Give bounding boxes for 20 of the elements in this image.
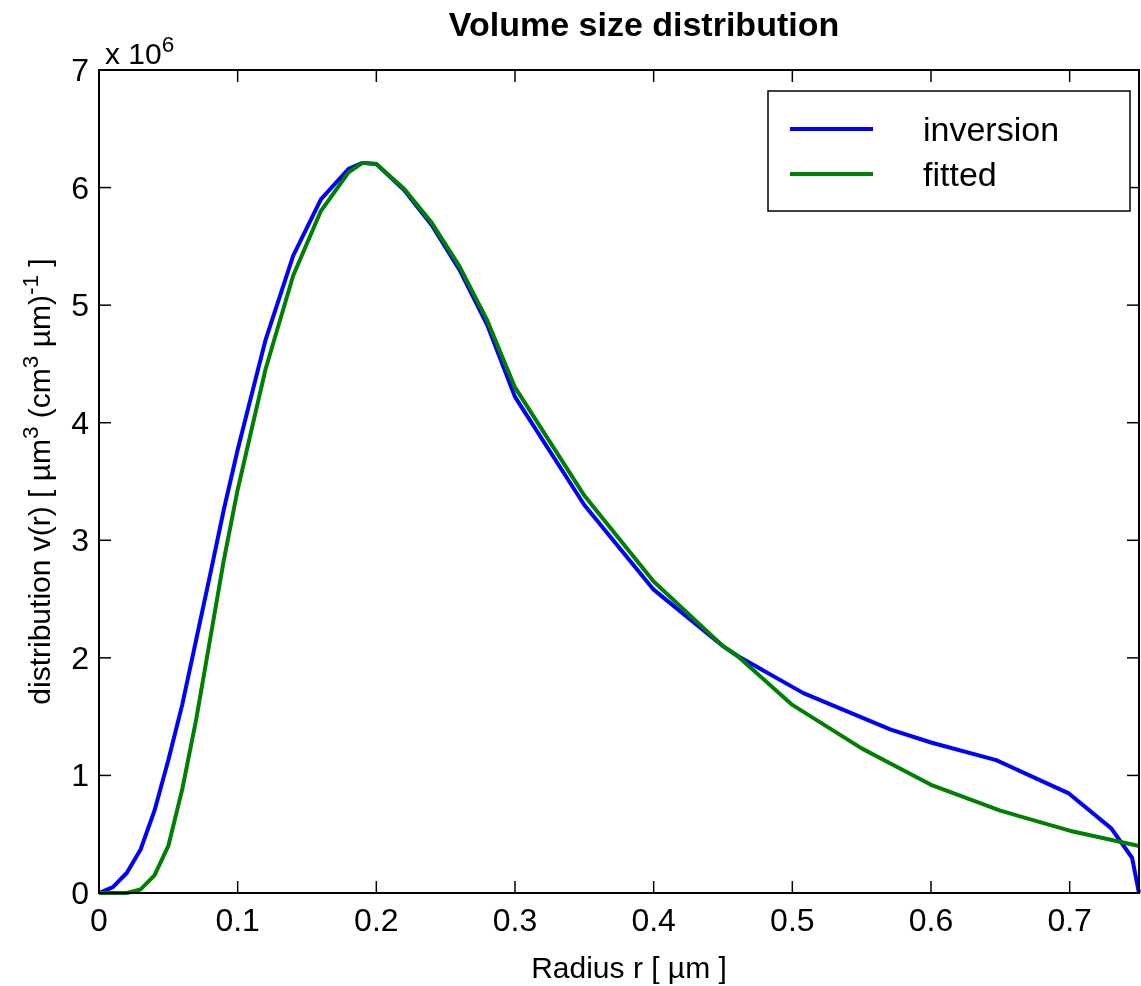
y-tick-label: 7 <box>71 52 89 88</box>
y-tick-label: 3 <box>71 522 89 559</box>
x-tick-label: 0.6 <box>908 902 954 938</box>
y-tick-label: 4 <box>71 404 89 441</box>
x-tick-label: 0.1 <box>215 902 260 938</box>
x-tick-label: 0.5 <box>770 902 815 938</box>
legend-label: fitted <box>923 155 997 193</box>
y-tick-label: 1 <box>71 757 89 794</box>
chart-title: Volume size distribution <box>448 5 840 43</box>
x-tick-label: 0.2 <box>354 902 399 938</box>
annotation: x 10$^{6}$ <box>105 31 175 70</box>
x-axis-title: Radius r [ µm ] <box>531 951 727 984</box>
x-tick-label: 0.7 <box>1047 902 1092 938</box>
y-tick-label: 5 <box>71 287 89 324</box>
y-tick-label: 0 <box>71 875 89 911</box>
y-tick-label: 2 <box>71 639 89 676</box>
y-tick-label: 6 <box>71 169 89 206</box>
x-tick-label: 0.3 <box>492 902 538 938</box>
legend-label: inversion <box>923 110 1060 148</box>
x-tick-label: 0.4 <box>631 902 676 938</box>
